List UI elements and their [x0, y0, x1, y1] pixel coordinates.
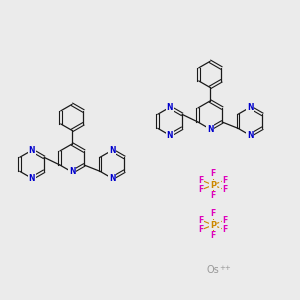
Text: F: F [210, 191, 216, 200]
Text: F: F [223, 176, 228, 184]
Text: F: F [198, 226, 203, 235]
Text: N: N [247, 103, 253, 112]
Text: F: F [223, 185, 228, 194]
Text: F: F [210, 232, 216, 241]
Text: F: F [223, 215, 228, 224]
Text: F: F [210, 169, 216, 178]
Text: F: F [198, 215, 203, 224]
Text: N: N [69, 167, 75, 176]
Text: ++: ++ [219, 265, 231, 271]
Text: N: N [247, 131, 253, 140]
Text: F: F [198, 185, 203, 194]
Text: N: N [28, 146, 35, 155]
Text: F: F [223, 226, 228, 235]
Text: N: N [167, 131, 173, 140]
Text: N: N [109, 146, 116, 155]
Text: F: F [198, 176, 203, 184]
Text: N: N [207, 124, 213, 134]
Text: P: P [210, 220, 216, 230]
Text: P: P [210, 181, 216, 190]
Text: Os: Os [207, 265, 219, 275]
Text: N: N [28, 174, 35, 183]
Text: N: N [167, 103, 173, 112]
Text: N: N [109, 174, 116, 183]
Text: F: F [210, 209, 216, 218]
